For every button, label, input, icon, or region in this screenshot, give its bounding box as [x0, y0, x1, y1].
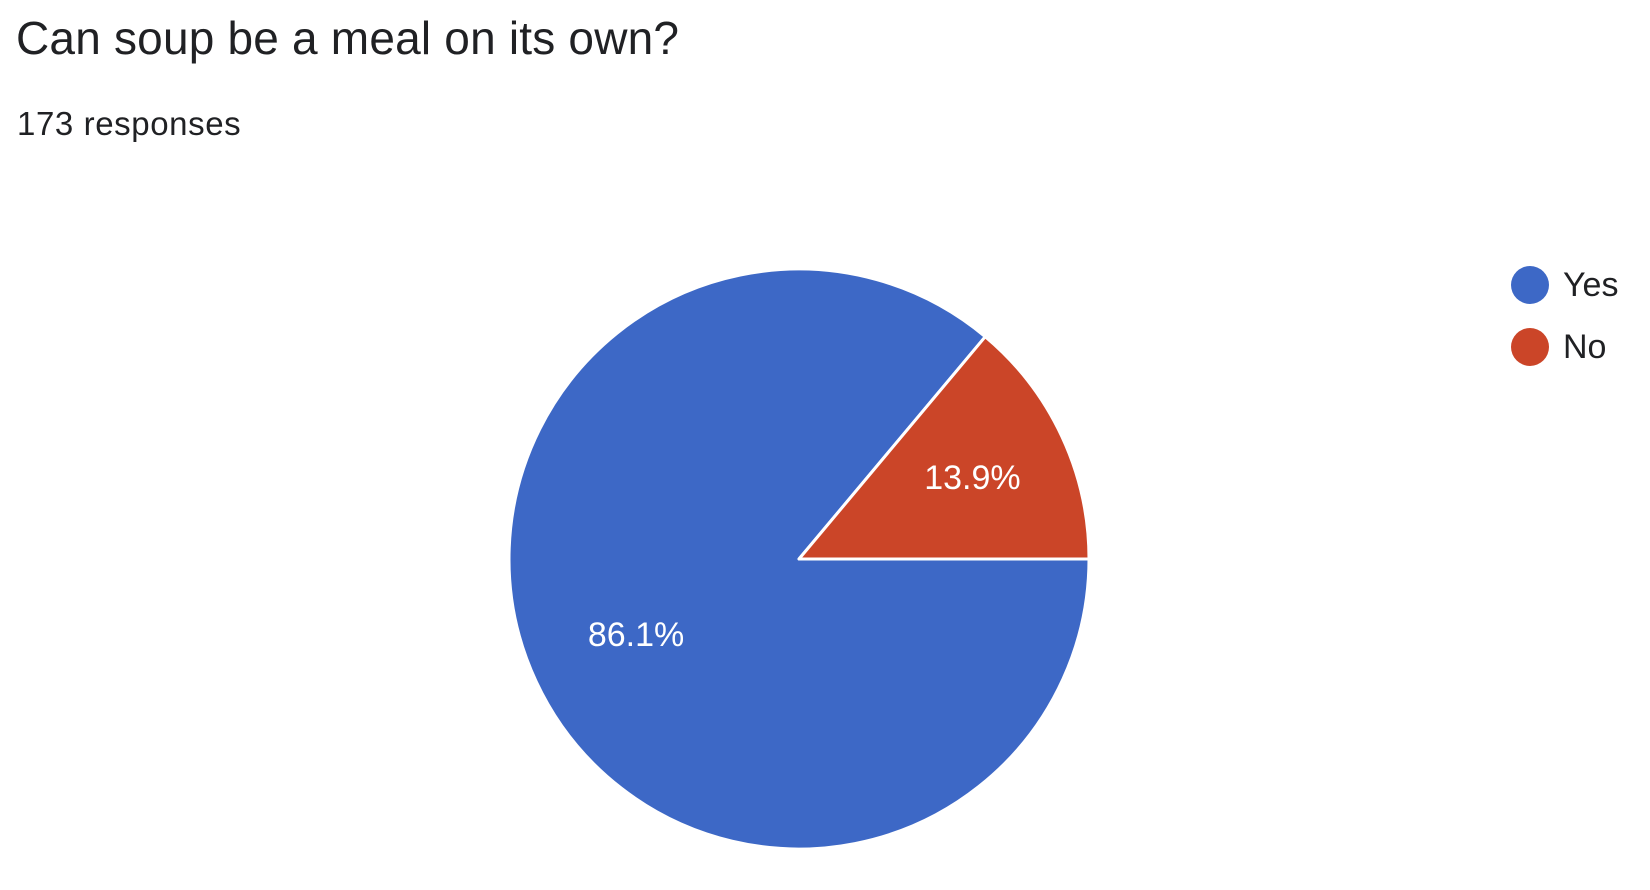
- legend-marker-no[interactable]: [1511, 328, 1549, 366]
- chart-legend: Yes No: [1511, 266, 1618, 366]
- pie-slice-no[interactable]: [797, 335, 1091, 561]
- pie-slice-labels: 86.1% 13.9%: [588, 459, 1021, 654]
- legend-marker-yes[interactable]: [1511, 266, 1549, 304]
- legend-label-no[interactable]: No: [1563, 328, 1606, 366]
- pie-slice-label-yes: 86.1%: [588, 616, 684, 654]
- pie-slices: [507, 267, 1091, 851]
- legend-label-yes[interactable]: Yes: [1563, 266, 1618, 304]
- response-count: 173 responses: [17, 105, 242, 142]
- pie-slice-label-no: 13.9%: [924, 459, 1020, 497]
- question-title: Can soup be a meal on its own?: [16, 12, 680, 64]
